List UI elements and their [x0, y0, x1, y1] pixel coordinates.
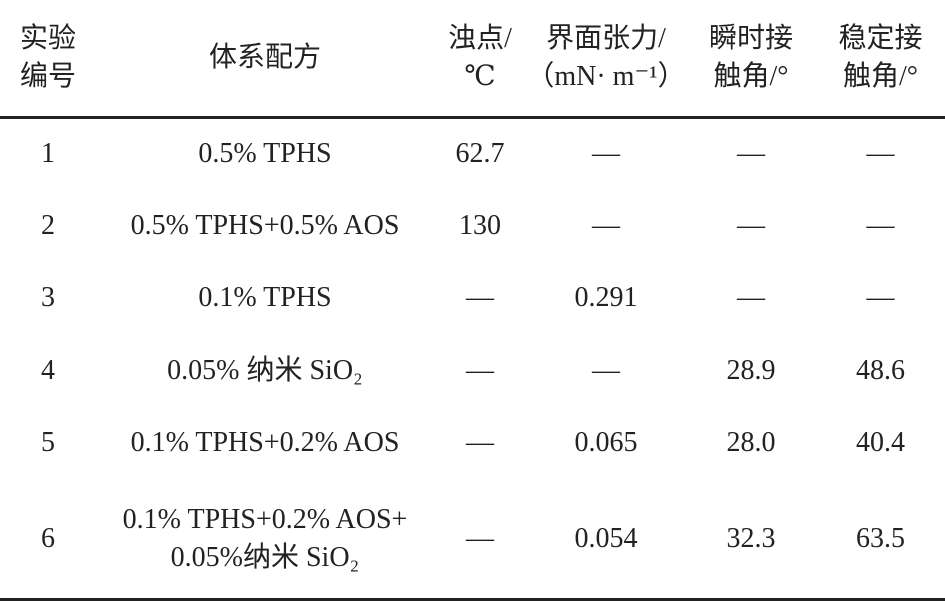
header-instant-contact-angle: 瞬时接触角/° [686, 0, 816, 119]
cell: — [737, 138, 765, 169]
header-text: 实验 [19, 22, 76, 54]
cell: — [466, 282, 494, 314]
formula-line-2: 0.05%纳米 SiO₂ [170, 541, 360, 573]
cell: — [592, 354, 620, 386]
cell: 2 [41, 209, 55, 241]
cell: — [466, 427, 494, 459]
cell: 40.4 [856, 427, 905, 459]
header-text: 触角/° [713, 60, 789, 92]
table-row: 5 0.1% TPHS+0.2% AOS — 0.065 28.0 40.4 [0, 407, 945, 480]
cell: — [866, 138, 895, 169]
cell: 0.1% TPHS [198, 282, 332, 314]
cell: 6 [41, 522, 55, 554]
cell: 4 [41, 354, 55, 386]
header-text: 编号 [19, 60, 76, 92]
cell: 0.065 [574, 427, 638, 459]
cell: 28.0 [726, 427, 776, 459]
cell: 32.3 [726, 522, 776, 554]
header-text: （mN· m⁻¹） [526, 60, 686, 92]
cell: 0.5% TPHS [198, 138, 332, 169]
header-cloud-point: 浊点/ ℃ [434, 0, 526, 119]
cell: 63.5 [856, 522, 905, 554]
cell: 0.05% 纳米 SiO₂ [167, 354, 363, 386]
cell: 28.9 [726, 354, 776, 386]
cell: — [866, 282, 895, 314]
table-row: 1 0.5% TPHS 62.7 — — — [0, 117, 945, 190]
cell: 1 [41, 138, 55, 169]
header-text: 体系配方 [208, 41, 321, 73]
header-text: 浊点/ [448, 22, 512, 54]
header-interfacial-tension: 界面张力/ （mN· m⁻¹） [526, 0, 686, 119]
table-row: 3 0.1% TPHS — 0.291 — — [0, 262, 945, 335]
header-row: 实验编号 体系配方 浊点/ ℃ 界面张力/ （mN· m⁻¹） 瞬时接触角/° 稳定… [0, 0, 945, 119]
header-text: 稳定接 [838, 22, 923, 54]
table-row: 2 0.5% TPHS+0.5% AOS 130 — — — [0, 190, 945, 263]
header-stable-contact-angle: 稳定接触角/° [816, 0, 945, 119]
cell: 0.1% TPHS+0.2% AOS+ 0.05%纳米 SiO₂ [96, 480, 434, 600]
header-formula: 体系配方 [96, 0, 434, 119]
header-text: 瞬时接 [708, 22, 793, 54]
cell: — [737, 209, 765, 241]
cell: 0.1% TPHS+0.2% AOS [130, 427, 400, 459]
cell: 0.054 [574, 522, 638, 554]
cell: — [592, 138, 620, 169]
header-text: 界面张力/ [546, 22, 666, 54]
cell: 0.5% TPHS+0.5% AOS [130, 209, 400, 241]
header-text: ℃ [464, 60, 496, 92]
cell: — [592, 209, 620, 241]
cell: 5 [41, 427, 55, 459]
header-experiment-no: 实验 编号 [0, 0, 96, 119]
cell: — [466, 522, 494, 554]
cell: — [466, 354, 494, 386]
cell: 3 [41, 282, 55, 314]
header-text: 触角/° [843, 60, 918, 92]
cell: 62.7 [455, 138, 505, 169]
table-row: 6 0.1% TPHS+0.2% AOS+ 0.05%纳米 SiO₂ — 0.05… [0, 480, 945, 600]
cell: — [737, 282, 765, 314]
table-row: 4 0.05% 纳米 SiO₂ — — 28.9 48.6 [0, 335, 945, 408]
formula-line-1: 0.1% TPHS+0.2% AOS+ [122, 503, 408, 535]
cell: 130 [459, 209, 501, 241]
cell: 0.291 [574, 282, 638, 314]
cell: — [866, 209, 895, 241]
cell: 48.6 [856, 354, 905, 386]
